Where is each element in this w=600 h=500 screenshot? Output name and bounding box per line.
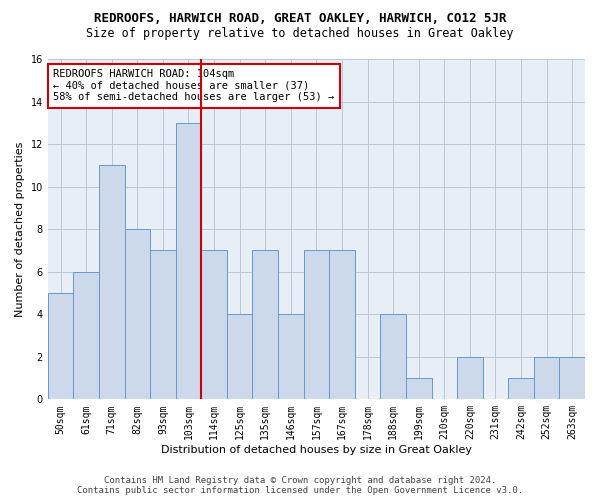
Bar — [559, 357, 585, 400]
Bar — [201, 250, 227, 400]
Y-axis label: Number of detached properties: Number of detached properties — [15, 142, 25, 317]
Bar — [457, 357, 482, 400]
Bar — [253, 250, 278, 400]
Text: REDROOFS, HARWICH ROAD, GREAT OAKLEY, HARWICH, CO12 5JR: REDROOFS, HARWICH ROAD, GREAT OAKLEY, HA… — [94, 12, 506, 26]
Bar — [406, 378, 431, 400]
Text: REDROOFS HARWICH ROAD: 104sqm
← 40% of detached houses are smaller (37)
58% of s: REDROOFS HARWICH ROAD: 104sqm ← 40% of d… — [53, 69, 334, 102]
Bar — [125, 229, 150, 400]
Bar — [48, 293, 73, 400]
Text: Contains HM Land Registry data © Crown copyright and database right 2024.
Contai: Contains HM Land Registry data © Crown c… — [77, 476, 523, 495]
Bar — [227, 314, 253, 400]
Text: Size of property relative to detached houses in Great Oakley: Size of property relative to detached ho… — [86, 28, 514, 40]
Bar — [278, 314, 304, 400]
Bar — [73, 272, 99, 400]
Bar — [150, 250, 176, 400]
Bar — [176, 123, 201, 400]
Bar — [329, 250, 355, 400]
Bar — [380, 314, 406, 400]
Bar — [99, 166, 125, 400]
Bar — [508, 378, 534, 400]
X-axis label: Distribution of detached houses by size in Great Oakley: Distribution of detached houses by size … — [161, 445, 472, 455]
Bar — [304, 250, 329, 400]
Bar — [534, 357, 559, 400]
